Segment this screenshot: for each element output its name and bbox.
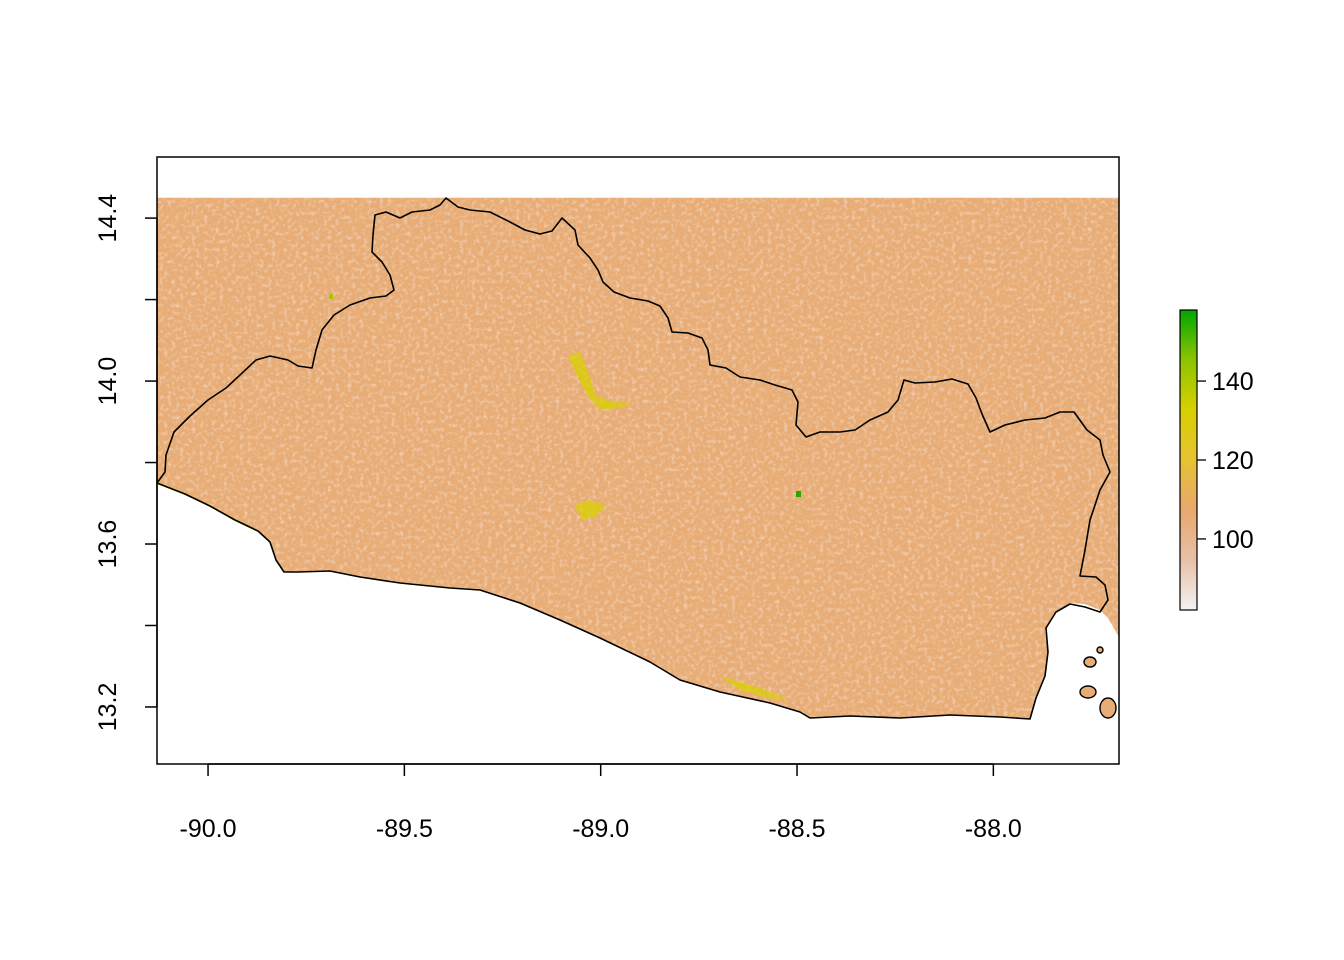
x-axis: -90.0 -89.5 -89.0 -88.5 -88.0 (180, 763, 1022, 843)
island (1096, 646, 1104, 654)
raster-layer (157, 197, 1119, 764)
raster-highlight (720, 676, 790, 700)
raster-peak (329, 294, 333, 299)
island (1099, 697, 1117, 719)
color-legend: 100 120 140 (1179, 309, 1254, 611)
y-axis: 13.2 13.6 14.0 14.4 (94, 194, 158, 732)
raster-highlight (568, 352, 634, 410)
legend-tick-label: 140 (1212, 368, 1254, 396)
y-tick-label: 13.6 (94, 520, 122, 569)
islands (1079, 646, 1117, 719)
raster-peak (796, 491, 801, 497)
x-tick-label: -89.0 (572, 815, 629, 843)
legend-tick-label: 120 (1212, 447, 1254, 475)
legend-colorbar (1179, 309, 1198, 611)
x-tick-label: -88.0 (965, 815, 1022, 843)
gulf-mask (1030, 603, 1119, 764)
x-tick-label: -89.5 (376, 815, 433, 843)
y-tick-label: 14.0 (94, 357, 122, 406)
island (1083, 656, 1097, 668)
country-border (156, 197, 1111, 720)
x-tick-label: -90.0 (180, 815, 237, 843)
legend-tick-label: 100 (1212, 526, 1254, 554)
raster-highlight (575, 500, 606, 520)
island (1079, 685, 1097, 699)
x-tick-label: -88.5 (769, 815, 826, 843)
ocean-mask (157, 483, 1040, 764)
y-tick-label: 14.4 (94, 194, 122, 243)
y-tick-label: 13.2 (94, 683, 122, 732)
